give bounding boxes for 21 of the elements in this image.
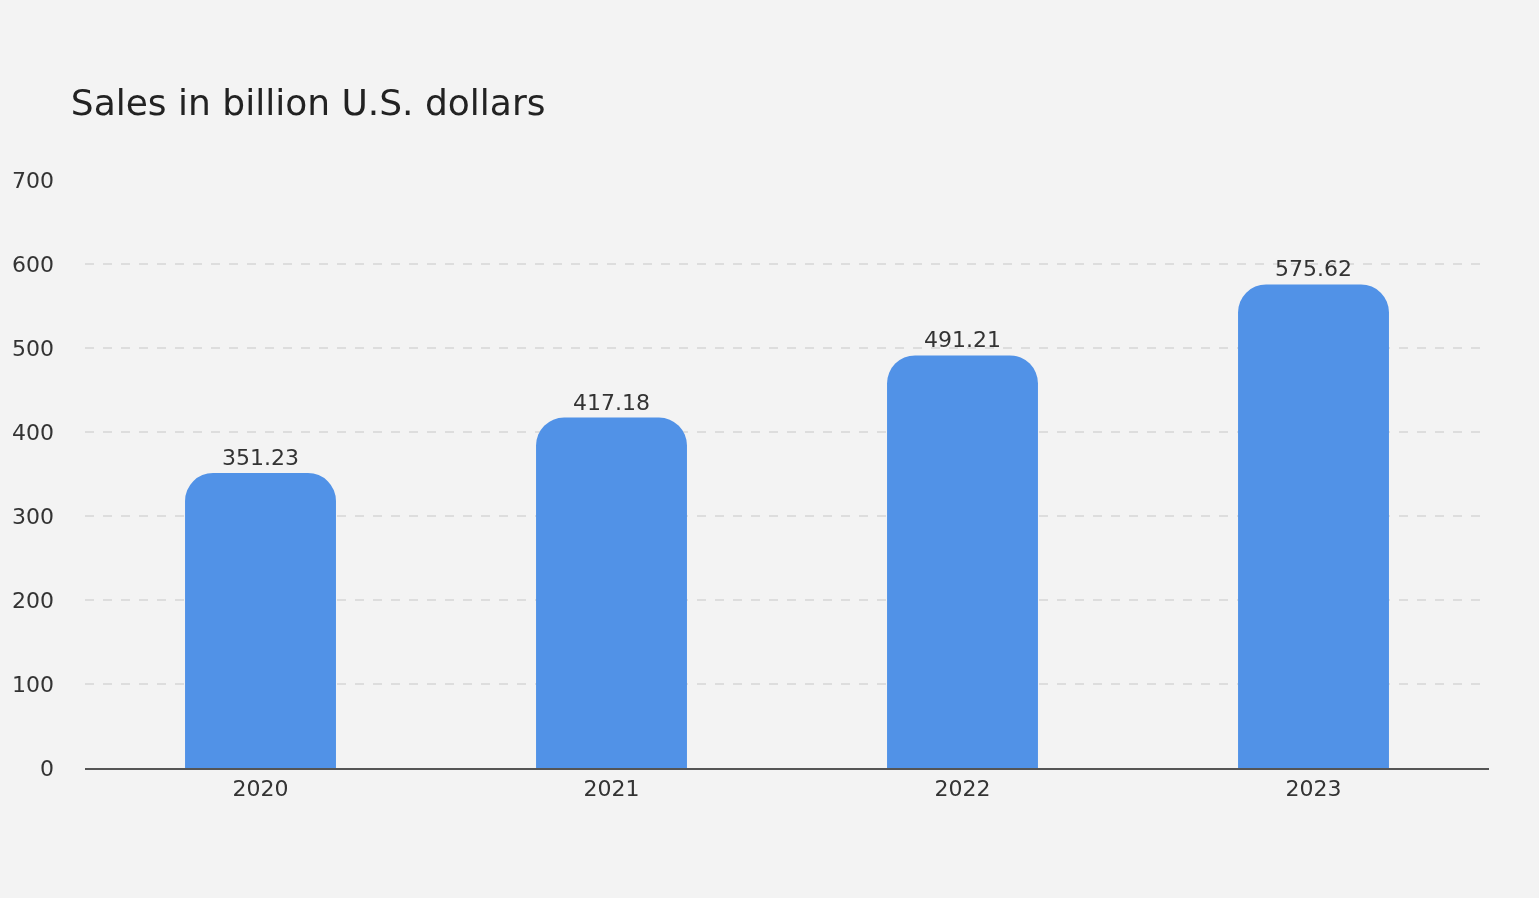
y-tick-label: 0	[40, 755, 54, 781]
x-tick-label: 2020	[232, 776, 289, 802]
y-tick-label: 600	[12, 251, 54, 277]
y-tick-label: 200	[12, 587, 54, 613]
y-tick-label: 400	[12, 419, 54, 445]
data-label: 575.62	[1275, 256, 1352, 282]
bar	[185, 472, 336, 768]
bar	[1238, 284, 1389, 768]
y-tick-label: 100	[12, 671, 54, 697]
y-tick-label: 500	[12, 335, 54, 361]
chart-title: Sales in billion U.S. dollars	[70, 82, 546, 123]
x-tick-label: 2021	[583, 776, 640, 802]
x-tick-label: 2023	[1285, 776, 1342, 802]
y-tick-label: 300	[12, 503, 54, 529]
x-tick-label: 2022	[934, 776, 991, 802]
y-tick-label: 700	[12, 167, 54, 193]
data-label: 491.21	[924, 327, 1001, 353]
bar	[536, 417, 687, 768]
bar	[887, 355, 1038, 768]
data-label: 417.18	[573, 389, 650, 415]
data-label: 351.23	[222, 444, 299, 470]
